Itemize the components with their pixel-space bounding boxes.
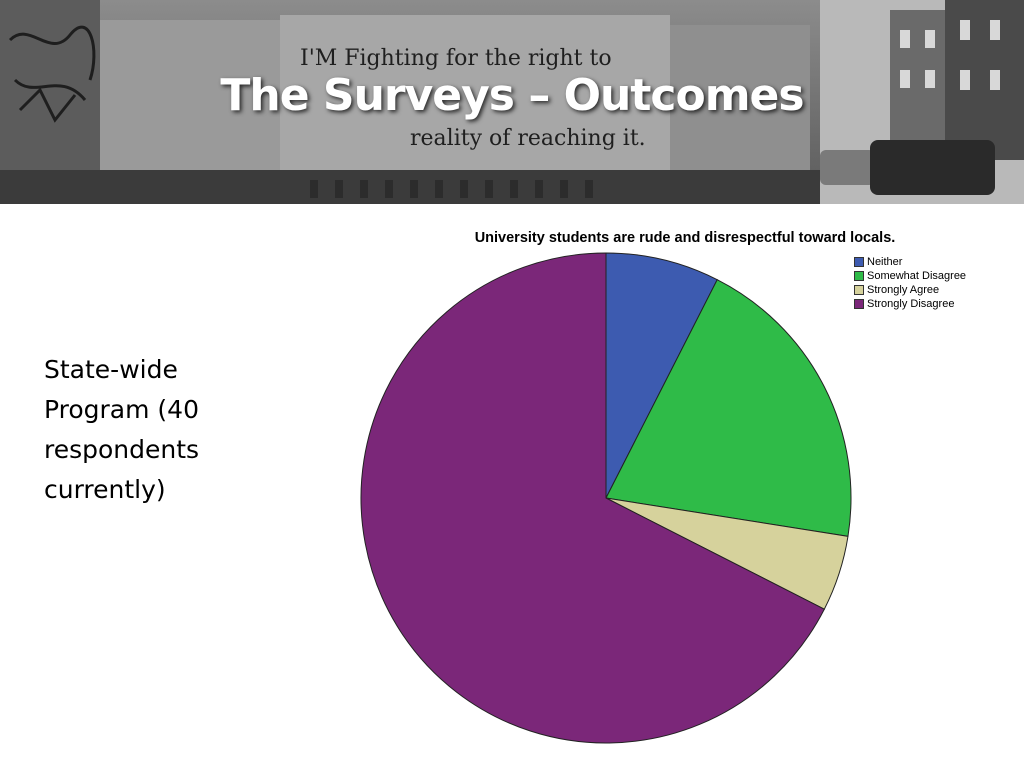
graffiti-text-line-1: I'M Fighting for the right to xyxy=(300,46,612,71)
chart-legend: Neither Somewhat Disagree Strongly Agree St… xyxy=(854,255,966,311)
legend-label: Somewhat Disagree xyxy=(867,270,967,282)
legend-swatch xyxy=(854,285,864,295)
legend-label: Neither xyxy=(867,256,903,268)
pie-slice-strongly-disagree xyxy=(360,252,825,744)
legend-swatch xyxy=(854,257,864,267)
legend-label: Strongly Disagree xyxy=(867,298,955,310)
body-line: Program (40 xyxy=(44,395,199,424)
legend-swatch xyxy=(854,299,864,309)
header-banner-image: I'M Fighting for the right to reality of… xyxy=(0,0,1024,204)
body-line: State-wide xyxy=(44,355,178,384)
legend-item: Strongly Disagree xyxy=(854,297,966,311)
graffiti-wall-photo: I'M Fighting for the right to reality of… xyxy=(0,0,1024,204)
pie-slice-somewhat-disagree xyxy=(605,279,852,537)
slide-body-text: State-wide Program (40 respondents curre… xyxy=(44,350,244,510)
pie-slice-neither xyxy=(605,252,718,499)
legend-item: Strongly Agree xyxy=(854,283,966,297)
body-line: respondents xyxy=(44,435,200,464)
chart-title: University students are rude and disresp… xyxy=(474,230,896,246)
slide-title: The Surveys – Outcomes xyxy=(220,70,804,121)
pie-chart xyxy=(360,252,852,744)
body-line: currently) xyxy=(44,475,166,504)
legend-label: Strongly Agree xyxy=(867,284,940,296)
legend-item: Somewhat Disagree xyxy=(854,269,966,283)
legend-swatch xyxy=(854,271,864,281)
legend-item: Neither xyxy=(854,255,966,269)
graffiti-text-line-2: reality of reaching it. xyxy=(410,126,646,151)
